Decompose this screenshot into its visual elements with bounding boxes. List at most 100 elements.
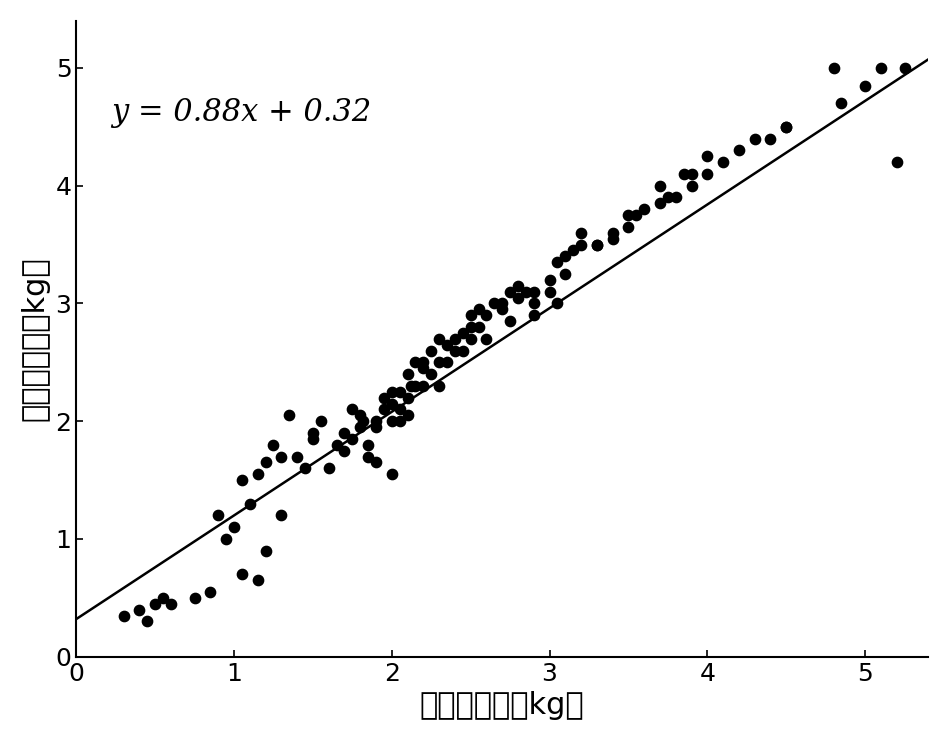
Point bbox=[423, 345, 438, 356]
Point bbox=[377, 404, 392, 416]
Point bbox=[605, 227, 621, 239]
Point bbox=[403, 380, 419, 392]
Point bbox=[408, 356, 423, 368]
Point bbox=[147, 598, 162, 610]
Point bbox=[503, 286, 518, 298]
Point bbox=[487, 298, 502, 310]
Point bbox=[494, 298, 510, 310]
Point bbox=[297, 462, 312, 474]
Point bbox=[361, 439, 376, 451]
Point bbox=[384, 415, 400, 427]
Y-axis label: 硬度预测値（kg）: 硬度预测値（kg） bbox=[21, 256, 50, 421]
Point bbox=[116, 610, 131, 622]
Point bbox=[227, 521, 242, 533]
Point bbox=[337, 427, 352, 439]
Point bbox=[826, 62, 841, 74]
Point bbox=[306, 427, 321, 439]
Point bbox=[652, 180, 667, 192]
Point bbox=[699, 150, 715, 162]
Point bbox=[549, 298, 565, 310]
Point bbox=[416, 362, 431, 374]
Point bbox=[211, 510, 226, 522]
Point bbox=[353, 421, 368, 433]
Point bbox=[763, 133, 778, 144]
Point bbox=[416, 356, 431, 368]
Point bbox=[242, 498, 257, 510]
Point bbox=[447, 345, 462, 356]
Point bbox=[897, 62, 912, 74]
Point bbox=[637, 203, 652, 215]
Point bbox=[479, 309, 494, 321]
Point bbox=[573, 239, 588, 250]
Point bbox=[218, 533, 233, 545]
Point bbox=[494, 303, 510, 315]
Point bbox=[337, 445, 352, 456]
Point bbox=[416, 380, 431, 392]
Point bbox=[234, 474, 250, 486]
Point bbox=[518, 286, 533, 298]
Point bbox=[384, 468, 400, 480]
Point bbox=[187, 592, 202, 604]
Point bbox=[392, 404, 407, 416]
Point bbox=[873, 62, 888, 74]
Point bbox=[589, 239, 605, 250]
Point bbox=[258, 545, 273, 556]
Point bbox=[377, 392, 392, 404]
Point bbox=[621, 221, 636, 233]
Point bbox=[589, 239, 605, 250]
Point bbox=[463, 321, 478, 333]
Point bbox=[629, 209, 644, 221]
Point bbox=[699, 168, 715, 180]
Point bbox=[558, 268, 573, 280]
Point bbox=[361, 451, 376, 462]
Point bbox=[652, 197, 667, 209]
Point bbox=[834, 97, 849, 109]
Point bbox=[526, 286, 541, 298]
Point bbox=[463, 333, 478, 345]
Point bbox=[479, 333, 494, 345]
Text: y = 0.88x + 0.32: y = 0.88x + 0.32 bbox=[111, 97, 371, 128]
Point bbox=[778, 121, 793, 133]
Point bbox=[132, 604, 147, 616]
Point bbox=[747, 133, 762, 144]
Point bbox=[503, 315, 518, 327]
Point bbox=[282, 410, 297, 422]
Point bbox=[605, 233, 621, 245]
Point bbox=[684, 180, 699, 192]
Point bbox=[384, 386, 400, 398]
Point bbox=[344, 404, 360, 416]
Point bbox=[384, 398, 400, 410]
Point bbox=[432, 356, 447, 368]
Point bbox=[526, 298, 541, 310]
Point bbox=[392, 386, 407, 398]
Point bbox=[258, 456, 273, 468]
Point bbox=[356, 415, 371, 427]
Point bbox=[273, 510, 288, 522]
Point bbox=[251, 574, 266, 586]
Point bbox=[353, 410, 368, 422]
Point bbox=[163, 598, 178, 610]
Point bbox=[778, 121, 793, 133]
Point bbox=[566, 245, 581, 256]
Point bbox=[716, 156, 731, 168]
Point bbox=[368, 456, 383, 468]
Point bbox=[858, 80, 873, 92]
Point bbox=[400, 410, 415, 422]
Point bbox=[676, 168, 691, 180]
Point bbox=[432, 333, 447, 345]
Point bbox=[400, 368, 415, 380]
Point bbox=[471, 321, 486, 333]
Point bbox=[313, 415, 328, 427]
Point bbox=[392, 415, 407, 427]
Point bbox=[321, 462, 336, 474]
Point bbox=[251, 468, 266, 480]
Point bbox=[289, 451, 305, 462]
Point bbox=[156, 592, 171, 604]
Point bbox=[329, 439, 344, 451]
Point bbox=[542, 286, 557, 298]
Point bbox=[668, 192, 683, 204]
Point bbox=[439, 339, 455, 350]
Point bbox=[423, 368, 438, 380]
Point bbox=[447, 333, 462, 345]
Point bbox=[140, 616, 155, 628]
